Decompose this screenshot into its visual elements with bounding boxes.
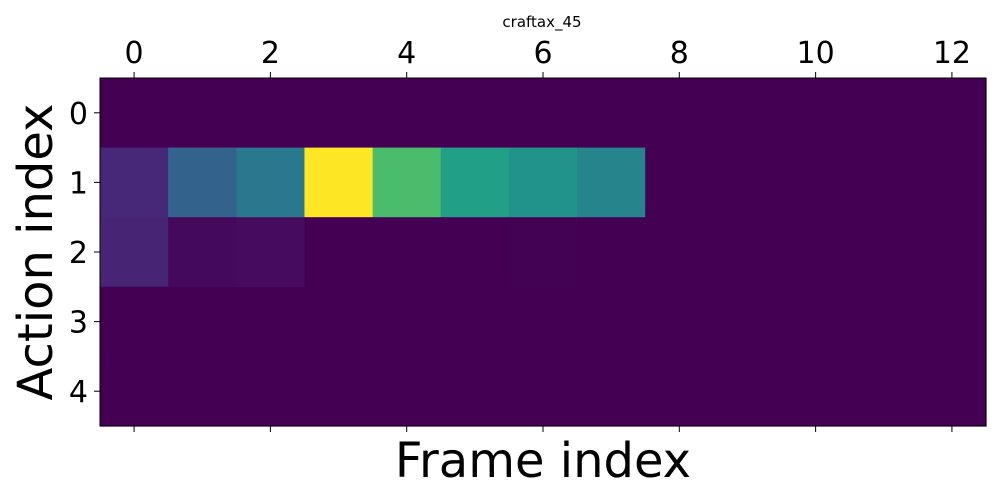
y-tick-label: 1 bbox=[69, 166, 88, 201]
heatmap-cell bbox=[168, 147, 237, 218]
heatmap-cell bbox=[849, 356, 919, 427]
heatmap-cell bbox=[781, 356, 851, 427]
heatmap-cell bbox=[508, 356, 578, 427]
heatmap-cells bbox=[100, 78, 987, 427]
heatmap-cell bbox=[236, 78, 306, 149]
heatmap-cell bbox=[577, 286, 646, 357]
heatmap-cell bbox=[440, 286, 510, 357]
heatmap-cell bbox=[508, 286, 578, 357]
heatmap-cell bbox=[577, 78, 646, 149]
heatmap-cell bbox=[100, 147, 169, 218]
heatmap-cell bbox=[100, 356, 169, 427]
heatmap-cell bbox=[645, 356, 714, 427]
heatmap-cell bbox=[917, 78, 987, 149]
heatmap-cell bbox=[849, 147, 919, 218]
heatmap-cell bbox=[577, 217, 646, 288]
heatmap-cell bbox=[713, 78, 783, 149]
heatmap-cell bbox=[372, 217, 442, 288]
heatmap-cell bbox=[304, 78, 374, 149]
heatmap-cell bbox=[168, 78, 237, 149]
heatmap-cell bbox=[917, 286, 987, 357]
heatmap-cell bbox=[236, 147, 306, 218]
heatmap-cell bbox=[577, 356, 646, 427]
heatmap-cell bbox=[168, 286, 237, 357]
heatmap-cell bbox=[372, 286, 442, 357]
y-tick-label: 0 bbox=[69, 97, 88, 132]
heatmap-cell bbox=[781, 286, 851, 357]
x-axis-bottom-ticks bbox=[133, 426, 953, 432]
heatmap-cell bbox=[713, 356, 783, 427]
heatmap-cell bbox=[781, 147, 851, 218]
heatmap-cell bbox=[713, 286, 783, 357]
y-tick-label: 4 bbox=[69, 375, 88, 410]
heatmap-cell bbox=[645, 147, 714, 218]
heatmap-cell bbox=[781, 78, 851, 149]
heatmap-cell bbox=[372, 147, 442, 218]
heatmap-cell bbox=[236, 217, 306, 288]
x-axis-label: Frame index bbox=[395, 433, 691, 489]
x-tick-label: 8 bbox=[670, 36, 689, 71]
heatmap-cell bbox=[304, 147, 374, 218]
heatmap-cell bbox=[713, 147, 783, 218]
chart-title: craftax_45 bbox=[502, 13, 581, 32]
heatmap-cell bbox=[100, 217, 169, 288]
heatmap-cell bbox=[781, 217, 851, 288]
heatmap-cell bbox=[645, 286, 714, 357]
heatmap-cell bbox=[917, 147, 987, 218]
heatmap-cell bbox=[645, 78, 714, 149]
heatmap-cell bbox=[713, 217, 783, 288]
heatmap-cell bbox=[304, 217, 374, 288]
heatmap-cell bbox=[304, 286, 374, 357]
heatmap-cell bbox=[236, 286, 306, 357]
x-axis-top: 0 2 4 6 8 10 12 bbox=[125, 36, 971, 78]
heatmap-cell bbox=[508, 78, 578, 149]
heatmap-cell bbox=[508, 147, 578, 218]
heatmap-cell bbox=[508, 217, 578, 288]
heatmap-cell bbox=[100, 286, 169, 357]
heatmap-cell bbox=[917, 356, 987, 427]
x-tick-label: 12 bbox=[933, 36, 971, 71]
heatmap-cell bbox=[372, 356, 442, 427]
heatmap-cell bbox=[372, 78, 442, 149]
y-axis-label: Action index bbox=[8, 104, 64, 401]
x-tick-label: 10 bbox=[797, 36, 835, 71]
x-tick-label: 0 bbox=[125, 36, 144, 71]
heatmap-cell bbox=[849, 286, 919, 357]
heatmap-cell bbox=[168, 356, 237, 427]
heatmap-cell bbox=[440, 147, 510, 218]
x-tick-label: 6 bbox=[533, 36, 552, 71]
heatmap-cell bbox=[440, 78, 510, 149]
y-tick-label: 3 bbox=[69, 306, 88, 341]
heatmap-cell bbox=[577, 147, 646, 218]
y-axis: 0 1 2 3 4 bbox=[69, 97, 100, 410]
y-tick-label: 2 bbox=[69, 236, 88, 271]
heatmap-cell bbox=[645, 217, 714, 288]
heatmap-cell bbox=[917, 217, 987, 288]
heatmap-cell bbox=[849, 78, 919, 149]
heatmap-cell bbox=[440, 217, 510, 288]
heatmap-cell bbox=[236, 356, 306, 427]
x-tick-label: 2 bbox=[261, 36, 280, 71]
heatmap-cell bbox=[168, 217, 237, 288]
heatmap-cell bbox=[440, 356, 510, 427]
heatmap-cell bbox=[100, 78, 169, 149]
heatmap-cell bbox=[304, 356, 374, 427]
x-tick-label: 4 bbox=[397, 36, 416, 71]
heatmap-cell bbox=[849, 217, 919, 288]
